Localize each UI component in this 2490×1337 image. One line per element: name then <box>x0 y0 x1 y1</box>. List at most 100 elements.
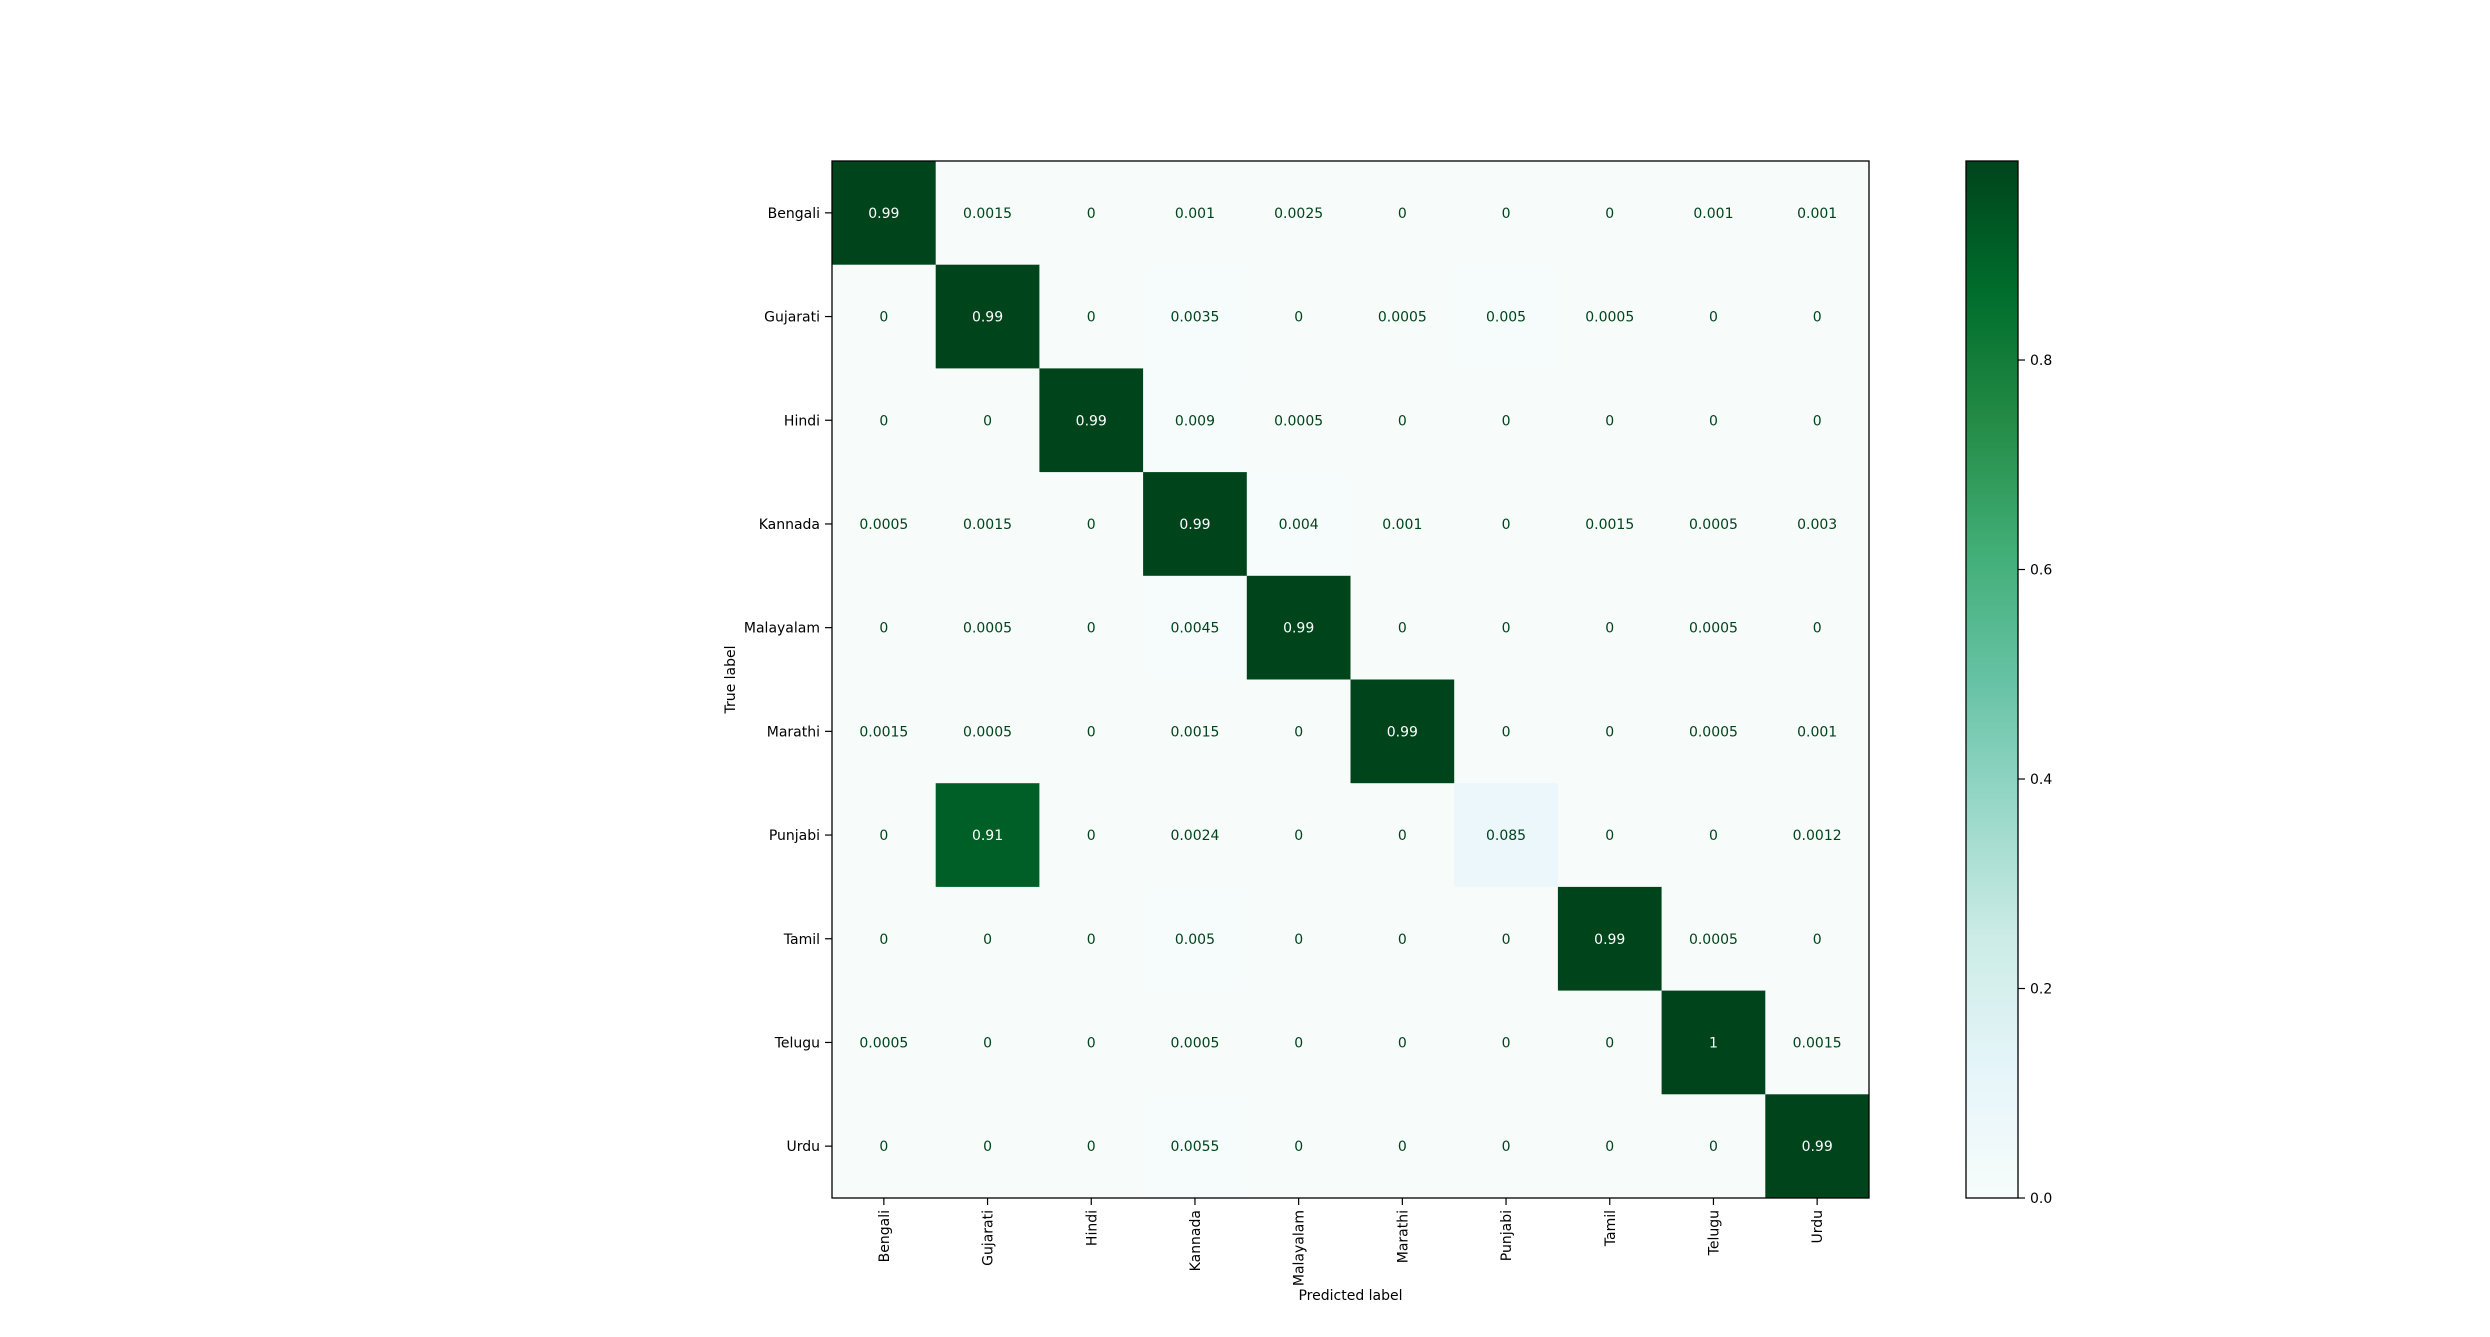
cell-value-label: 0.0055 <box>1170 1139 1219 1155</box>
cell-value-label: 0.0012 <box>1793 828 1842 844</box>
heatmap-cell <box>1454 161 1559 266</box>
heatmap-cell <box>1143 783 1248 888</box>
cell-value-label: 0.0015 <box>963 206 1012 222</box>
heatmap-cell <box>1557 679 1663 784</box>
heatmap-cell <box>1765 1094 1870 1199</box>
heatmap-cell <box>1557 1094 1663 1199</box>
x-tick-label: Telugu <box>1706 1210 1722 1256</box>
heatmap-cell <box>1557 161 1663 266</box>
heatmap-cell <box>1557 472 1663 577</box>
cell-value-label: 0.001 <box>1382 517 1422 533</box>
cell-value-label: 0 <box>1605 206 1614 222</box>
heatmap-cell <box>1661 368 1766 473</box>
cell-value-label: 0.0025 <box>1274 206 1323 222</box>
heatmap-cell <box>832 990 937 1095</box>
heatmap-cell <box>832 161 937 266</box>
cell-value-label: 0 <box>1709 310 1718 326</box>
heatmap-cell <box>1246 161 1351 266</box>
x-tick-label: Urdu <box>1810 1210 1826 1244</box>
heatmap-cell <box>1557 368 1663 473</box>
cell-value-label: 0.0005 <box>1585 310 1634 326</box>
heatmap-cell <box>1557 264 1663 369</box>
heatmap-cell <box>1454 679 1559 784</box>
cell-value-label: 0 <box>1087 1035 1096 1051</box>
heatmap-cell <box>1454 368 1559 473</box>
heatmap-cell <box>1661 472 1766 577</box>
heatmap-cell <box>935 472 1040 577</box>
cell-value-label: 0.0015 <box>859 724 908 740</box>
heatmap-cell <box>935 368 1040 473</box>
heatmap-cells <box>832 161 1870 1199</box>
heatmap-cell <box>832 886 937 992</box>
colorbar <box>1965 160 2019 1199</box>
heatmap-cell <box>1143 886 1248 992</box>
cell-value-label: 0 <box>1294 1139 1303 1155</box>
cell-value-label: 0 <box>1605 724 1614 740</box>
cell-value-label: 0 <box>1502 1139 1511 1155</box>
heatmap-cell <box>1143 679 1248 784</box>
cell-value-label: 0 <box>983 1139 992 1155</box>
heatmap-cell <box>1661 575 1766 680</box>
cell-value-label: 0.004 <box>1279 517 1319 533</box>
heatmap-cell <box>832 783 937 888</box>
cell-value-label: 0.99 <box>1283 621 1314 637</box>
heatmap-cell <box>832 679 937 784</box>
cell-value-label: 0 <box>1294 932 1303 948</box>
heatmap-cell <box>1039 472 1144 577</box>
cell-value-label: 0.99 <box>1076 413 1107 429</box>
cell-value-label: 0.001 <box>1175 206 1215 222</box>
cell-value-label: 0 <box>1605 828 1614 844</box>
heatmap-cell <box>1765 368 1870 473</box>
cell-value-label: 0 <box>1294 724 1303 740</box>
cell-value-label: 0.003 <box>1797 517 1837 533</box>
y-tick-label: Bengali <box>768 206 820 222</box>
heatmap-cell <box>935 161 1040 266</box>
cell-value-label: 0 <box>879 828 888 844</box>
plot-frame <box>831 160 1870 1199</box>
heatmap-cell <box>832 368 937 473</box>
cell-value-label: 0 <box>1087 828 1096 844</box>
y-tick-label: Kannada <box>759 517 820 533</box>
colorbar-tick-label: 0.0 <box>2030 1191 2052 1207</box>
cell-value-label: 0 <box>1398 621 1407 637</box>
colorbar-tick-label: 0.2 <box>2030 982 2052 998</box>
heatmap-cell <box>1765 575 1870 680</box>
cell-value-label: 0.99 <box>972 310 1003 326</box>
cell-value-label: 0 <box>1502 517 1511 533</box>
heatmap-cell <box>1661 783 1766 888</box>
colorbar-tick-label: 0.4 <box>2030 772 2052 788</box>
heatmap-cell <box>935 679 1040 784</box>
heatmap-cell <box>1765 161 1870 266</box>
heatmap-cell <box>1765 783 1870 888</box>
heatmap-cell <box>1454 575 1559 680</box>
heatmap-cell <box>1039 679 1144 784</box>
cell-value-label: 0 <box>983 1035 992 1051</box>
cell-value-label: 0.0045 <box>1170 621 1219 637</box>
heatmap-cell <box>1661 679 1766 784</box>
cell-value-label: 0 <box>879 1139 888 1155</box>
cell-value-label: 0 <box>1398 828 1407 844</box>
y-axis: Bengali Gujarati Hindi Kannada Malayalam Mara… <box>744 206 832 1155</box>
heatmap-cell <box>1350 368 1455 473</box>
cell-value-label: 0.0005 <box>1689 621 1738 637</box>
y-tick-label: Punjabi <box>769 828 820 844</box>
cell-value-label: 0.91 <box>972 828 1003 844</box>
cell-value-label: 0.0035 <box>1170 310 1219 326</box>
heatmap-cell <box>1557 783 1663 888</box>
heatmap-cell <box>832 472 937 577</box>
heatmap-cell <box>1246 990 1351 1095</box>
heatmap-cell <box>1246 264 1351 369</box>
cell-value-label: 0.0005 <box>859 517 908 533</box>
heatmap-cell <box>1454 472 1559 577</box>
x-tick-label: Tamil <box>1603 1210 1619 1247</box>
cell-value-label: 0 <box>1398 413 1407 429</box>
cell-value-label: 0.085 <box>1486 828 1526 844</box>
heatmap-cell <box>1246 886 1351 992</box>
heatmap-cell <box>1039 368 1144 473</box>
cell-value-label: 0 <box>1398 1035 1407 1051</box>
heatmap-cell <box>1350 783 1455 888</box>
cell-value-label: 0.0005 <box>859 1035 908 1051</box>
cell-value-label: 0.0005 <box>1170 1035 1219 1051</box>
cell-value-label: 0 <box>1087 310 1096 326</box>
